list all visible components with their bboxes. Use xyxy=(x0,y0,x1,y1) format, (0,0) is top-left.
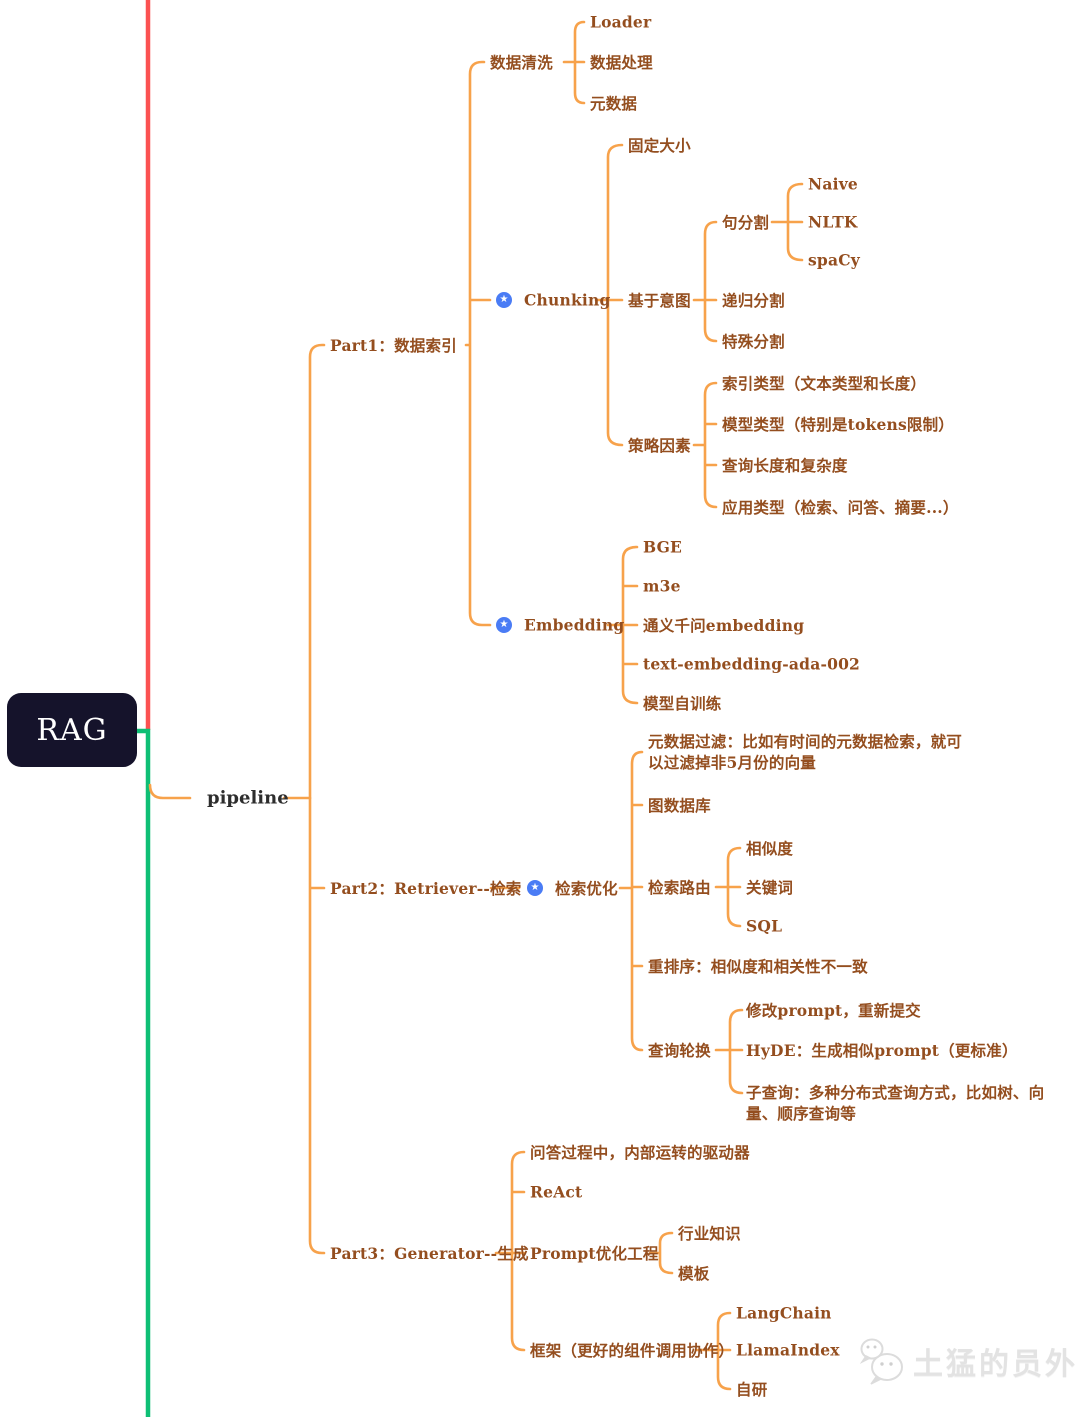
node-similarity[interactable]: 相似度 xyxy=(746,839,794,858)
connector-part1-children xyxy=(464,60,492,627)
connector-framework-children xyxy=(694,1311,732,1391)
watermark-text: 土猛的员外 xyxy=(913,1347,1078,1382)
node-ada-002[interactable]: text-embedding-ada-002 xyxy=(643,654,861,674)
node-data-processing[interactable]: 数据处理 xyxy=(590,53,653,72)
node-rerank[interactable]: 重排序：相似度和相关性不一致 xyxy=(648,957,868,976)
connector-routing-children xyxy=(714,846,742,928)
node-index-type[interactable]: 索引类型（文本类型和长度） xyxy=(722,374,927,393)
node-app-type[interactable]: 应用类型（检索、问答、摘要...） xyxy=(722,498,959,517)
node-loader[interactable]: Loader xyxy=(590,12,652,32)
node-keyword[interactable]: 关键词 xyxy=(746,878,794,897)
node-m3e[interactable]: m3e xyxy=(643,576,681,596)
connector-strategy-children xyxy=(692,381,718,509)
connector-part3-children xyxy=(494,1150,526,1352)
node-self-developed[interactable]: 自研 xyxy=(736,1380,768,1399)
node-recursive-split[interactable]: 递归分割 xyxy=(722,291,785,310)
node-routing[interactable]: 检索路由 xyxy=(648,878,711,897)
node-retrieval-opt[interactable]: 检索优化 xyxy=(555,879,618,898)
connector-intent-children xyxy=(692,220,718,343)
node-fixed-size[interactable]: 固定大小 xyxy=(628,136,691,155)
node-query-length[interactable]: 查询长度和复杂度 xyxy=(722,456,848,475)
connector-chunking-children xyxy=(594,143,624,447)
node-sub-query[interactable]: 子查询：多种分布式查询方式，比如树、向量、顺序查询等 xyxy=(746,1083,1045,1123)
connector-cleaning-children xyxy=(562,20,586,105)
wechat-icon xyxy=(860,1338,903,1385)
node-qa-driver[interactable]: 问答过程中，内部运转的驱动器 xyxy=(530,1143,750,1162)
node-sql[interactable]: SQL xyxy=(746,916,783,936)
node-intent-based[interactable]: 基于意图 xyxy=(628,291,691,310)
node-industry-knowledge[interactable]: 行业知识 xyxy=(678,1224,741,1243)
node-prompt-engineering[interactable]: Prompt优化工程 xyxy=(530,1244,659,1263)
star-badge-icon: ★ xyxy=(496,292,512,308)
connector-prompteng-children xyxy=(648,1231,674,1275)
connector-embedding-children xyxy=(606,545,639,705)
node-template[interactable]: 模板 xyxy=(678,1264,710,1283)
root-node-rag[interactable]: RAG xyxy=(7,693,137,767)
node-naive[interactable]: Naive xyxy=(808,174,858,194)
node-modify-prompt[interactable]: 修改prompt，重新提交 xyxy=(746,1001,921,1020)
connector-rotation-children xyxy=(714,1008,744,1095)
node-graph-db[interactable]: 图数据库 xyxy=(648,796,711,815)
node-strategy-factors[interactable]: 策略因素 xyxy=(628,436,691,455)
node-qwen-embedding[interactable]: 通义千问embedding xyxy=(643,616,805,635)
connector-trunk-parts xyxy=(308,343,326,1255)
node-langchain[interactable]: LangChain xyxy=(736,1303,832,1323)
node-special-split[interactable]: 特殊分割 xyxy=(722,332,785,351)
connector-part2-children xyxy=(489,750,644,1052)
star-badge-icon: ★ xyxy=(527,880,543,896)
node-sentence-split[interactable]: 句分割 xyxy=(722,213,770,232)
watermark: 土猛的员外 xyxy=(860,1336,1078,1386)
node-pipeline[interactable]: pipeline xyxy=(207,787,289,809)
node-llamaindex[interactable]: LlamaIndex xyxy=(736,1340,840,1360)
node-self-trained[interactable]: 模型自训练 xyxy=(643,694,722,713)
node-part2[interactable]: Part2：Retriever--检索 xyxy=(330,879,522,898)
node-framework[interactable]: 框架（更好的组件调用协作） xyxy=(530,1341,735,1360)
node-chunking[interactable]: Chunking xyxy=(524,290,611,310)
node-part1[interactable]: Part1：数据索引 xyxy=(330,336,457,355)
main-line-green xyxy=(134,728,151,1417)
node-spacy[interactable]: spaCy xyxy=(808,250,860,270)
node-metadata-filter[interactable]: 元数据过滤：比如有时间的元数据检索，就可以过滤掉非5月份的向量 xyxy=(648,732,963,772)
node-nltk[interactable]: NLTK xyxy=(808,212,858,232)
node-bge[interactable]: BGE xyxy=(643,537,683,557)
star-badge-icon: ★ xyxy=(496,617,512,633)
node-react[interactable]: ReAct xyxy=(530,1182,583,1202)
connector-pipeline xyxy=(148,783,312,800)
node-hyde[interactable]: HyDE：生成相似prompt（更标准） xyxy=(746,1041,1018,1060)
connector-sentence-children xyxy=(770,182,804,262)
node-metadata[interactable]: 元数据 xyxy=(590,94,638,113)
node-model-type[interactable]: 模型类型（特别是tokens限制） xyxy=(722,415,954,434)
node-query-rotation[interactable]: 查询轮换 xyxy=(648,1041,711,1060)
node-embedding[interactable]: Embedding xyxy=(524,615,625,635)
node-data-cleaning[interactable]: 数据清洗 xyxy=(490,53,553,72)
node-part3[interactable]: Part3：Generator--生成 xyxy=(330,1244,529,1263)
